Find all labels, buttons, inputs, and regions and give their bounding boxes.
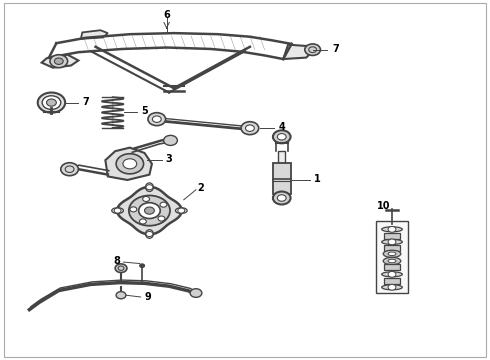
Circle shape bbox=[145, 207, 154, 214]
Text: 8: 8 bbox=[113, 256, 120, 266]
Circle shape bbox=[305, 44, 320, 55]
Circle shape bbox=[38, 93, 65, 113]
Circle shape bbox=[148, 113, 166, 126]
Circle shape bbox=[388, 226, 396, 232]
Circle shape bbox=[146, 185, 153, 190]
Ellipse shape bbox=[175, 208, 187, 213]
Circle shape bbox=[277, 134, 286, 140]
Text: 4: 4 bbox=[278, 122, 285, 132]
Text: 2: 2 bbox=[197, 183, 204, 193]
Circle shape bbox=[146, 231, 153, 237]
Circle shape bbox=[277, 195, 286, 201]
Circle shape bbox=[245, 125, 254, 131]
Ellipse shape bbox=[388, 259, 396, 263]
Circle shape bbox=[116, 292, 126, 299]
Circle shape bbox=[273, 192, 291, 204]
Bar bbox=[384, 233, 400, 239]
Ellipse shape bbox=[383, 250, 401, 257]
Circle shape bbox=[114, 208, 121, 213]
Circle shape bbox=[160, 202, 167, 207]
Ellipse shape bbox=[382, 239, 402, 244]
Bar bbox=[384, 264, 400, 270]
Text: 7: 7 bbox=[82, 96, 89, 107]
Ellipse shape bbox=[146, 230, 153, 238]
Ellipse shape bbox=[382, 227, 402, 232]
Polygon shape bbox=[283, 45, 314, 59]
Text: 3: 3 bbox=[166, 154, 172, 164]
Bar bbox=[273, 163, 291, 194]
Bar bbox=[376, 221, 408, 293]
Circle shape bbox=[139, 203, 160, 219]
Circle shape bbox=[140, 219, 147, 224]
Circle shape bbox=[152, 116, 161, 122]
Circle shape bbox=[123, 159, 137, 169]
Ellipse shape bbox=[146, 183, 153, 192]
Text: 6: 6 bbox=[163, 10, 170, 20]
Circle shape bbox=[140, 264, 145, 267]
Ellipse shape bbox=[388, 252, 396, 256]
Circle shape bbox=[143, 197, 149, 202]
Circle shape bbox=[190, 289, 202, 297]
Circle shape bbox=[178, 208, 185, 213]
Circle shape bbox=[241, 122, 259, 135]
Text: 10: 10 bbox=[377, 201, 391, 211]
Circle shape bbox=[54, 58, 63, 64]
Circle shape bbox=[388, 271, 396, 277]
Polygon shape bbox=[81, 30, 108, 39]
Circle shape bbox=[61, 163, 78, 176]
Circle shape bbox=[50, 55, 68, 68]
Circle shape bbox=[273, 130, 291, 143]
Circle shape bbox=[158, 216, 165, 221]
Text: 5: 5 bbox=[141, 106, 148, 116]
Circle shape bbox=[129, 195, 170, 226]
Ellipse shape bbox=[382, 272, 402, 277]
Ellipse shape bbox=[382, 285, 402, 290]
Text: 1: 1 bbox=[314, 174, 320, 184]
Ellipse shape bbox=[112, 208, 123, 213]
Circle shape bbox=[116, 154, 144, 174]
Polygon shape bbox=[117, 187, 182, 234]
Polygon shape bbox=[105, 148, 152, 180]
Circle shape bbox=[130, 207, 137, 212]
Circle shape bbox=[164, 135, 177, 145]
Circle shape bbox=[388, 239, 396, 245]
Ellipse shape bbox=[383, 257, 401, 265]
Circle shape bbox=[47, 99, 56, 106]
Polygon shape bbox=[42, 55, 78, 68]
Text: 9: 9 bbox=[145, 292, 151, 302]
Bar bbox=[278, 151, 285, 163]
Circle shape bbox=[115, 264, 127, 273]
Text: 7: 7 bbox=[332, 44, 339, 54]
Circle shape bbox=[42, 96, 61, 109]
Bar bbox=[384, 245, 400, 251]
Bar bbox=[384, 278, 400, 284]
Circle shape bbox=[388, 284, 396, 290]
